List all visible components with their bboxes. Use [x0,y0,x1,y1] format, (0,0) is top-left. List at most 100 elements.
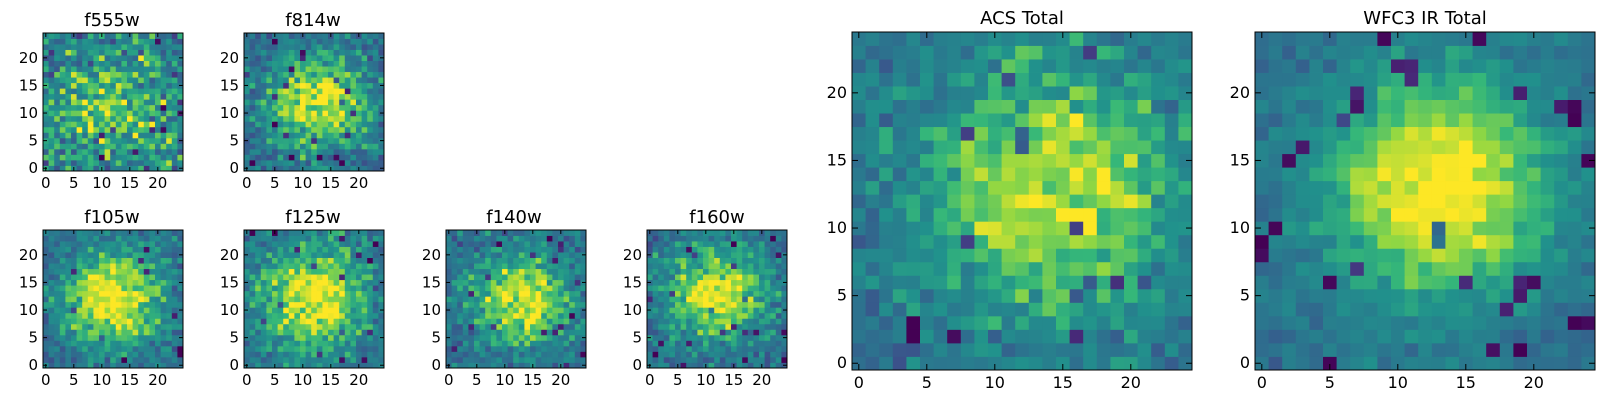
heatmap-cell [143,230,150,236]
heatmap-cell [663,290,670,297]
heatmap-cell [1151,126,1166,141]
heatmap-cell [1418,302,1433,317]
heatmap-cell [719,351,726,358]
heatmap-cell [71,246,77,253]
heatmap-cell [361,148,368,155]
heatmap-cell [490,356,497,363]
heatmap-cell [462,252,469,258]
heatmap-cell [703,279,709,286]
heatmap-cell [552,263,559,270]
heatmap-cell [775,252,782,258]
heatmap-cell [1527,302,1541,317]
heatmap-cell [1350,275,1365,290]
heatmap-cell [747,351,754,358]
heatmap-cell [110,88,117,95]
heatmap-cell [361,334,368,341]
heatmap-cell [305,66,312,73]
heatmap-cell [1336,221,1351,236]
heatmap-cell [933,32,948,46]
heatmap-cell [110,143,117,150]
heatmap-cell [132,148,139,155]
heatmap-cell [462,241,469,247]
heatmap-cell [496,356,503,363]
heatmap-cell [272,235,278,242]
heatmap-cell [1083,32,1098,46]
heatmap-cell [277,257,284,264]
heatmap-cell [372,104,379,111]
heatmap-cell [127,241,133,247]
heatmap-cell [266,126,273,133]
heatmap-cell [451,323,458,330]
heatmap-cell [462,329,469,336]
heatmap-cell [753,351,760,358]
heatmap-cell [266,44,273,50]
heatmap-cell [669,318,676,325]
heatmap-cell [960,167,975,182]
heatmap-cell [367,351,374,358]
heatmap-cell [43,143,49,150]
heatmap-cell [1178,342,1193,357]
heatmap-cell [143,241,150,247]
heatmap-cell [569,334,576,341]
heatmap-cell [933,356,948,371]
heatmap-cell [255,301,262,308]
heatmap-cell [277,154,284,161]
heatmap-cell [552,323,559,330]
heatmap-cell [110,356,117,363]
heatmap-cell [1028,207,1043,222]
heatmap-cell [316,362,323,369]
heatmap-cell [316,55,323,61]
heatmap-cell [1069,72,1084,87]
y-tick-label: 0 [229,356,239,374]
heatmap-cell [59,329,66,336]
heatmap-cell [300,329,306,336]
heatmap-cell [110,44,117,50]
heatmap-cell [1540,342,1555,357]
heatmap-cell [93,66,100,73]
heatmap-cell [736,318,743,325]
heatmap-cell [48,104,55,111]
heatmap-cell [339,38,346,45]
heatmap-cell [933,45,948,60]
heatmap-cell [255,60,262,67]
heatmap-cell [1554,261,1569,276]
heatmap-cell [781,329,788,336]
heatmap-cell [1350,288,1365,303]
heatmap-cell [686,362,693,369]
heatmap-cell [764,230,771,236]
heatmap-cell [524,312,531,319]
heatmap-cell [502,285,508,292]
heatmap-cell [708,290,715,297]
heatmap-cell [775,362,782,369]
heatmap-cell [502,340,508,347]
heatmap-cell [753,301,760,308]
heatmap-cell [87,340,94,347]
heatmap-cell [311,49,318,56]
heatmap-cell [149,351,156,358]
heatmap-cell [1028,315,1043,330]
heatmap-cell [541,329,548,336]
heatmap-cell [48,121,55,128]
heatmap-cell [468,323,475,330]
heatmap-cell [731,340,737,347]
heatmap-cell [764,296,771,303]
heatmap-cell [71,99,77,106]
heatmap-cell [361,104,368,111]
heatmap-cell [474,290,480,297]
heatmap-cell [1554,207,1569,222]
heatmap-cell [65,121,72,128]
heatmap-cell [249,235,256,242]
heatmap-cell [1110,221,1125,236]
heatmap-cell [54,230,61,236]
heatmap-cell [1178,45,1193,60]
heatmap-cell [372,44,379,50]
heatmap-cell [719,318,726,325]
heatmap-cell [316,126,323,133]
heatmap-cell [171,88,178,95]
heatmap-cell [76,307,83,314]
heatmap-cell [87,290,94,297]
heatmap-cell [1015,45,1030,60]
heatmap-cell [87,82,94,89]
heatmap-cell [680,329,687,336]
heatmap-cell [513,241,520,247]
